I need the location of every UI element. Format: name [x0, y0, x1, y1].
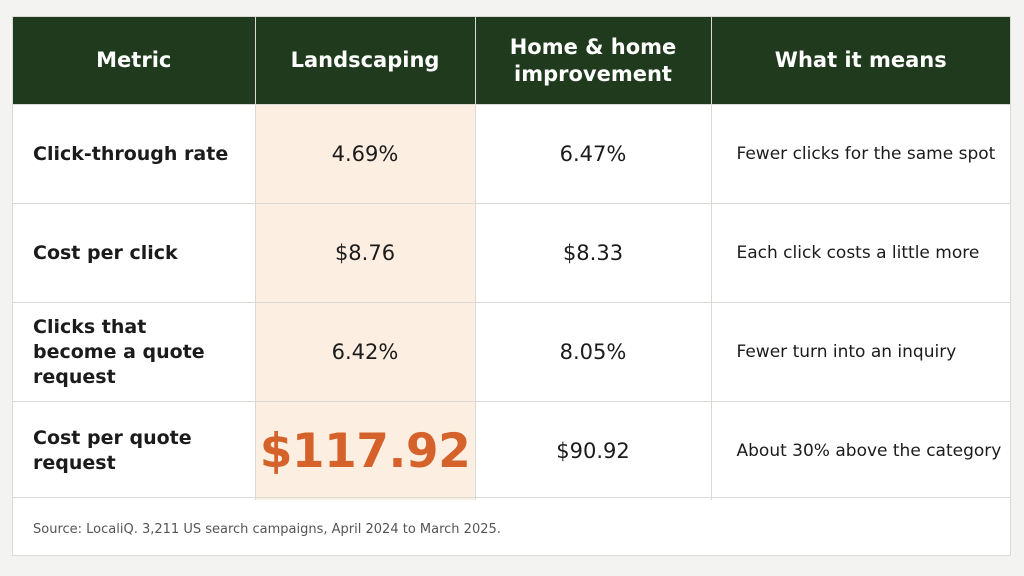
meaning-text: Fewer turn into an inquiry: [710, 302, 1010, 402]
table-row: Cost per click $8.76 $8.33 Each click co…: [13, 203, 1010, 303]
header-home-improvement: Home & home improvement: [474, 17, 711, 105]
table-row: Cost per quote request $117.92 $90.92 Ab…: [13, 401, 1010, 500]
table-row: Clicks that become a quote request 6.42%…: [13, 302, 1010, 402]
header-what-it-means: What it means: [710, 17, 1010, 105]
metric-label: Click-through rate: [13, 104, 255, 204]
metrics-table: Metric Landscaping Home & home improveme…: [13, 17, 1010, 500]
header-metric: Metric: [13, 17, 255, 105]
meaning-text: About 30% above the category: [710, 401, 1010, 500]
source-note: Source: LocaliQ. 3,211 US search campaig…: [33, 522, 501, 537]
meaning-text: Fewer clicks for the same spot: [710, 104, 1010, 204]
landscaping-value-highlight: $117.92: [254, 401, 475, 500]
landscaping-value: 6.42%: [254, 302, 475, 402]
home-improvement-value: $90.92: [474, 401, 711, 500]
landscaping-value: $8.76: [254, 203, 475, 303]
home-improvement-value: $8.33: [474, 203, 711, 303]
landscaping-value: 4.69%: [254, 104, 475, 204]
metric-label: Clicks that become a quote request: [13, 302, 255, 402]
table-header-row: Metric Landscaping Home & home improveme…: [13, 17, 1010, 105]
metric-label: Cost per click: [13, 203, 255, 303]
footer-divider: [13, 497, 1010, 498]
comparison-card: Metric Landscaping Home & home improveme…: [12, 16, 1011, 556]
meaning-text: Each click costs a little more: [710, 203, 1010, 303]
header-landscaping: Landscaping: [254, 17, 475, 105]
home-improvement-value: 6.47%: [474, 104, 711, 204]
metric-label: Cost per quote request: [13, 401, 255, 500]
home-improvement-value: 8.05%: [474, 302, 711, 402]
table-row: Click-through rate 4.69% 6.47% Fewer cli…: [13, 104, 1010, 204]
